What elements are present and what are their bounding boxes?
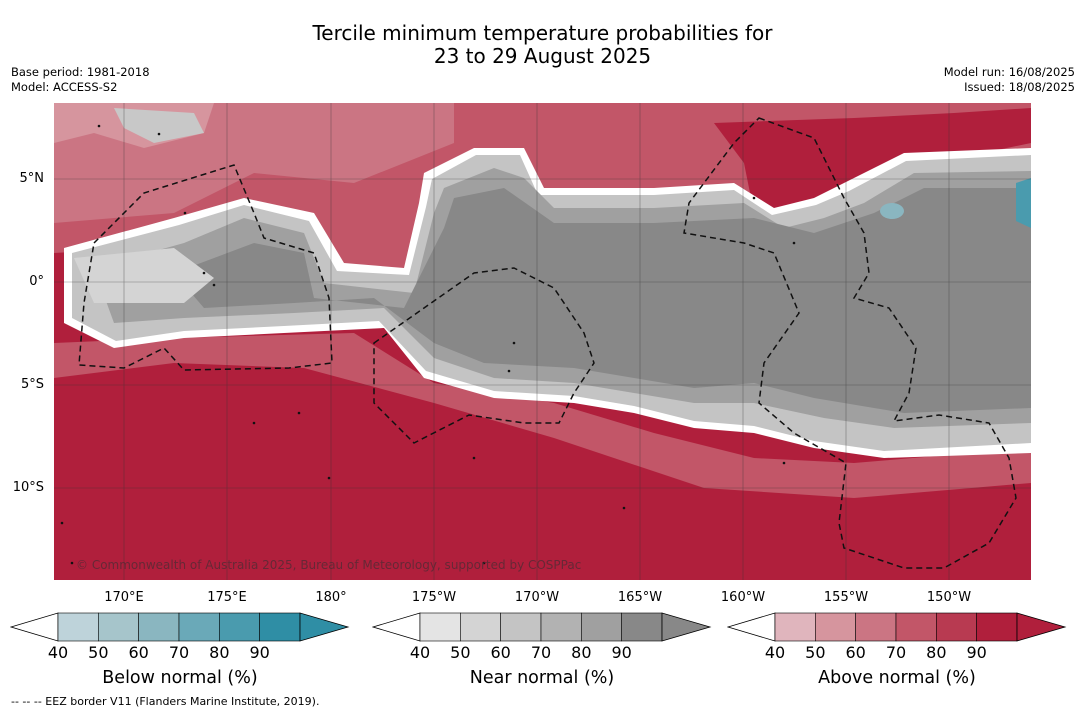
- eez-footer-note: -- -- -- EEZ border V11 (Flanders Marine…: [11, 695, 320, 708]
- colorbar-segment: [178, 612, 220, 642]
- colorbar-below-min-arrow: [10, 612, 59, 642]
- colorbar-tick-label: 60: [490, 643, 511, 662]
- colorbar-segment: [936, 612, 977, 642]
- title-line-1: Tercile minimum temperature probabilitie…: [312, 21, 773, 45]
- colorbar-segment: [259, 612, 301, 642]
- lon-label-175e: 175°E: [207, 590, 247, 605]
- copyright-notice: © Commonwealth of Australia 2025, Bureau…: [76, 558, 582, 572]
- colorbar-tick-label: 80: [571, 643, 592, 662]
- colorbar-below-normal: [10, 612, 350, 642]
- lon-label-150w: 150°W: [926, 590, 972, 605]
- colorbar-above-max-arrow: [1016, 612, 1067, 642]
- near-normal-50-patch: [74, 248, 214, 303]
- colorbar-above-min-arrow: [727, 612, 776, 642]
- below-normal-patch-east: [1016, 178, 1031, 228]
- lat-label-5s: 5°S: [20, 377, 44, 392]
- lon-label-175w: 175°W: [411, 590, 457, 605]
- colorbar-above-normal: [727, 612, 1067, 642]
- colorbar-below-max-arrow: [299, 612, 350, 642]
- colorbar-segment: [976, 612, 1018, 642]
- lon-label-180: 180°: [315, 590, 347, 605]
- colorbar-segment: [219, 612, 260, 642]
- base-period: Base period: 1981-2018: [11, 65, 150, 79]
- lon-label-160w: 160°W: [720, 590, 766, 605]
- title-line-2: 23 to 29 August 2025: [433, 44, 652, 68]
- colorbar-segment: [419, 612, 461, 642]
- colorbar-tick-label: 60: [128, 643, 149, 662]
- eez-tuvalu: [78, 164, 333, 371]
- colorbar-segment: [815, 612, 856, 642]
- island-markers: [60, 124, 796, 565]
- meta-left: Base period: 1981-2018 Model: ACCESS-S2: [11, 65, 150, 95]
- lon-label-155w: 155°W: [823, 590, 869, 605]
- colorbar-tick-label: 90: [966, 643, 987, 662]
- lat-label-10s: 10°S: [12, 480, 44, 495]
- colorbar-tick-label: 50: [88, 643, 109, 662]
- eez-cook-islands: [683, 117, 1017, 569]
- colorbar-segment: [460, 612, 501, 642]
- colorbar-tick-label: 60: [845, 643, 866, 662]
- colorbar-segment: [500, 612, 542, 642]
- colorbar-tick-label: 50: [805, 643, 826, 662]
- colorbar-tick-label: 40: [409, 643, 431, 662]
- eez-tokelau: [373, 267, 595, 444]
- near-patch-topleft: [114, 108, 204, 143]
- colorbar-segment: [855, 612, 897, 642]
- near-normal-90-core: [174, 188, 1031, 413]
- colorbar-tick-label: 40: [47, 643, 69, 662]
- lon-label-170w: 170°W: [514, 590, 560, 605]
- colorbar-near-max-arrow: [661, 612, 712, 642]
- colorbar-segment: [581, 612, 622, 642]
- map-title: Tercile minimum temperature probabilitie…: [0, 22, 1085, 68]
- colorbar-near-title: Near normal (%): [469, 668, 615, 688]
- model-name: Model: ACCESS-S2: [11, 80, 118, 94]
- colorbar-tick-label: 40: [764, 643, 786, 662]
- colorbar-tick-label: 50: [450, 643, 471, 662]
- colorbar-near-normal: [372, 612, 712, 642]
- colorbar-tick-label: 70: [168, 643, 190, 662]
- colorbar-tick-label: 70: [885, 643, 907, 662]
- probability-map: [54, 103, 1031, 580]
- colorbar-tick-label: 70: [530, 643, 552, 662]
- colorbar-segment: [138, 612, 180, 642]
- colorbar-tick-label: 80: [209, 643, 230, 662]
- colorbar-tick-label: 90: [249, 643, 270, 662]
- colorbar-segment: [57, 612, 99, 642]
- lat-label-0: 0°: [29, 274, 44, 289]
- lat-label-5n: 5°N: [19, 171, 45, 186]
- meta-right: Model run: 16/08/2025 Issued: 18/08/2025: [944, 65, 1075, 95]
- colorbar-segment: [98, 612, 139, 642]
- graticule: [54, 103, 1031, 580]
- lon-label-170e: 170°E: [104, 590, 144, 605]
- colorbar-below-title: Below normal (%): [102, 668, 258, 688]
- colorbar-segment: [774, 612, 816, 642]
- colorbar-segment: [621, 612, 663, 642]
- above-70-lower-band: [54, 333, 1031, 498]
- lon-label-165w: 165°W: [617, 590, 663, 605]
- below-normal-patch-small: [880, 203, 904, 219]
- colorbar-segment: [540, 612, 582, 642]
- colorbar-segment: [895, 612, 937, 642]
- issued-date: Issued: 18/08/2025: [964, 80, 1075, 94]
- colorbar-tick-label: 90: [611, 643, 632, 662]
- colorbar-near-min-arrow: [372, 612, 421, 642]
- eez-borders: [78, 117, 1017, 569]
- colorbar-above-title: Above normal (%): [818, 668, 976, 688]
- model-run: Model run: 16/08/2025: [943, 65, 1075, 79]
- colorbar-tick-label: 80: [926, 643, 947, 662]
